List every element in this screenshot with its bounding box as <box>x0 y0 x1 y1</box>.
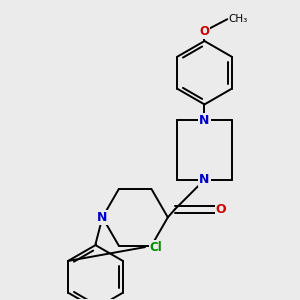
Text: CH₃: CH₃ <box>229 14 248 24</box>
Text: Cl: Cl <box>149 241 162 254</box>
Text: O: O <box>200 25 209 38</box>
Text: N: N <box>97 211 108 224</box>
Text: N: N <box>199 173 210 186</box>
Text: N: N <box>199 114 210 127</box>
Text: O: O <box>216 203 226 216</box>
